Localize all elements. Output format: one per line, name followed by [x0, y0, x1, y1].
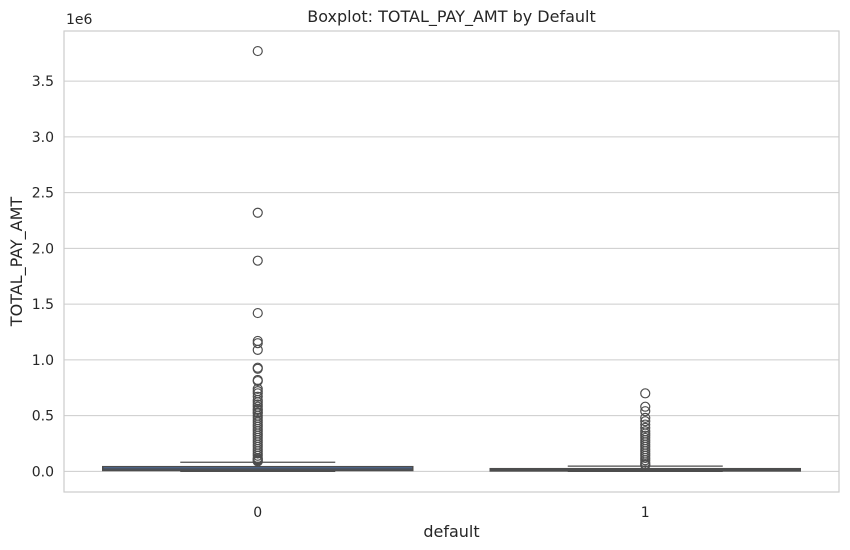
outlier-point — [252, 344, 263, 355]
outlier-point — [640, 388, 651, 399]
outlier-point — [640, 422, 651, 433]
x-tick-label: 1 — [641, 505, 650, 521]
y-tick-label: 1.0 — [32, 353, 54, 369]
grid-lines — [64, 80, 839, 472]
x-axis-label: default — [423, 522, 479, 541]
outlier-point — [640, 460, 651, 471]
outlier-point — [252, 375, 263, 387]
y-tick-label: 1.5 — [32, 297, 54, 313]
y-tick-labels: 0.0 0.5 1.0 1.5 2.0 2.5 3.0 3.5 — [32, 74, 54, 480]
outlier-point — [252, 307, 263, 319]
outlier-point — [252, 363, 263, 374]
y-axis-offset-label: 1e6 — [66, 12, 93, 28]
outlier-point — [252, 456, 263, 467]
outlier-point — [252, 335, 263, 347]
outlier-point — [640, 406, 651, 417]
outlier-point — [640, 412, 651, 423]
outlier-point — [640, 401, 651, 412]
plot-frame — [63, 30, 840, 493]
boxes-layer — [102, 45, 801, 472]
y-axis-label: TOTAL_PAY_AMT — [7, 197, 27, 328]
y-tick-label: 0.5 — [32, 409, 54, 425]
y-tick-label: 3.5 — [32, 74, 54, 90]
outlier-point — [252, 45, 263, 57]
outlier-point — [640, 416, 651, 427]
y-tick-label: 0.0 — [32, 464, 54, 480]
y-tick-label: 2.5 — [32, 186, 54, 202]
outlier-point — [252, 338, 263, 349]
box-group-0 — [102, 45, 414, 472]
outlier-point — [252, 391, 263, 402]
outlier-point — [252, 207, 263, 218]
y-tick-label: 2.0 — [32, 241, 54, 257]
y-tick-label: 3.0 — [32, 130, 54, 146]
x-tick-label: 0 — [253, 505, 262, 521]
chart-title: Boxplot: TOTAL_PAY_AMT by Default — [307, 7, 596, 27]
box-group-1 — [489, 388, 801, 472]
outlier-point — [252, 255, 263, 266]
